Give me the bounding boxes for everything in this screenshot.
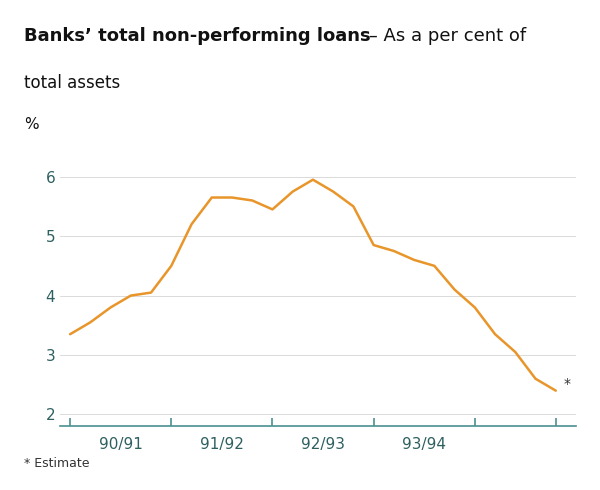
Text: 90/91: 90/91 xyxy=(99,437,143,452)
Text: 91/92: 91/92 xyxy=(200,437,244,452)
Text: – As a per cent of: – As a per cent of xyxy=(363,27,526,46)
Text: Banks’ total non-performing loans: Banks’ total non-performing loans xyxy=(24,27,371,46)
Text: 92/93: 92/93 xyxy=(301,437,345,452)
Text: %: % xyxy=(24,117,38,132)
Text: total assets: total assets xyxy=(24,74,120,92)
Text: 93/94: 93/94 xyxy=(402,437,446,452)
Text: * Estimate: * Estimate xyxy=(24,457,89,470)
Text: *: * xyxy=(564,377,571,391)
